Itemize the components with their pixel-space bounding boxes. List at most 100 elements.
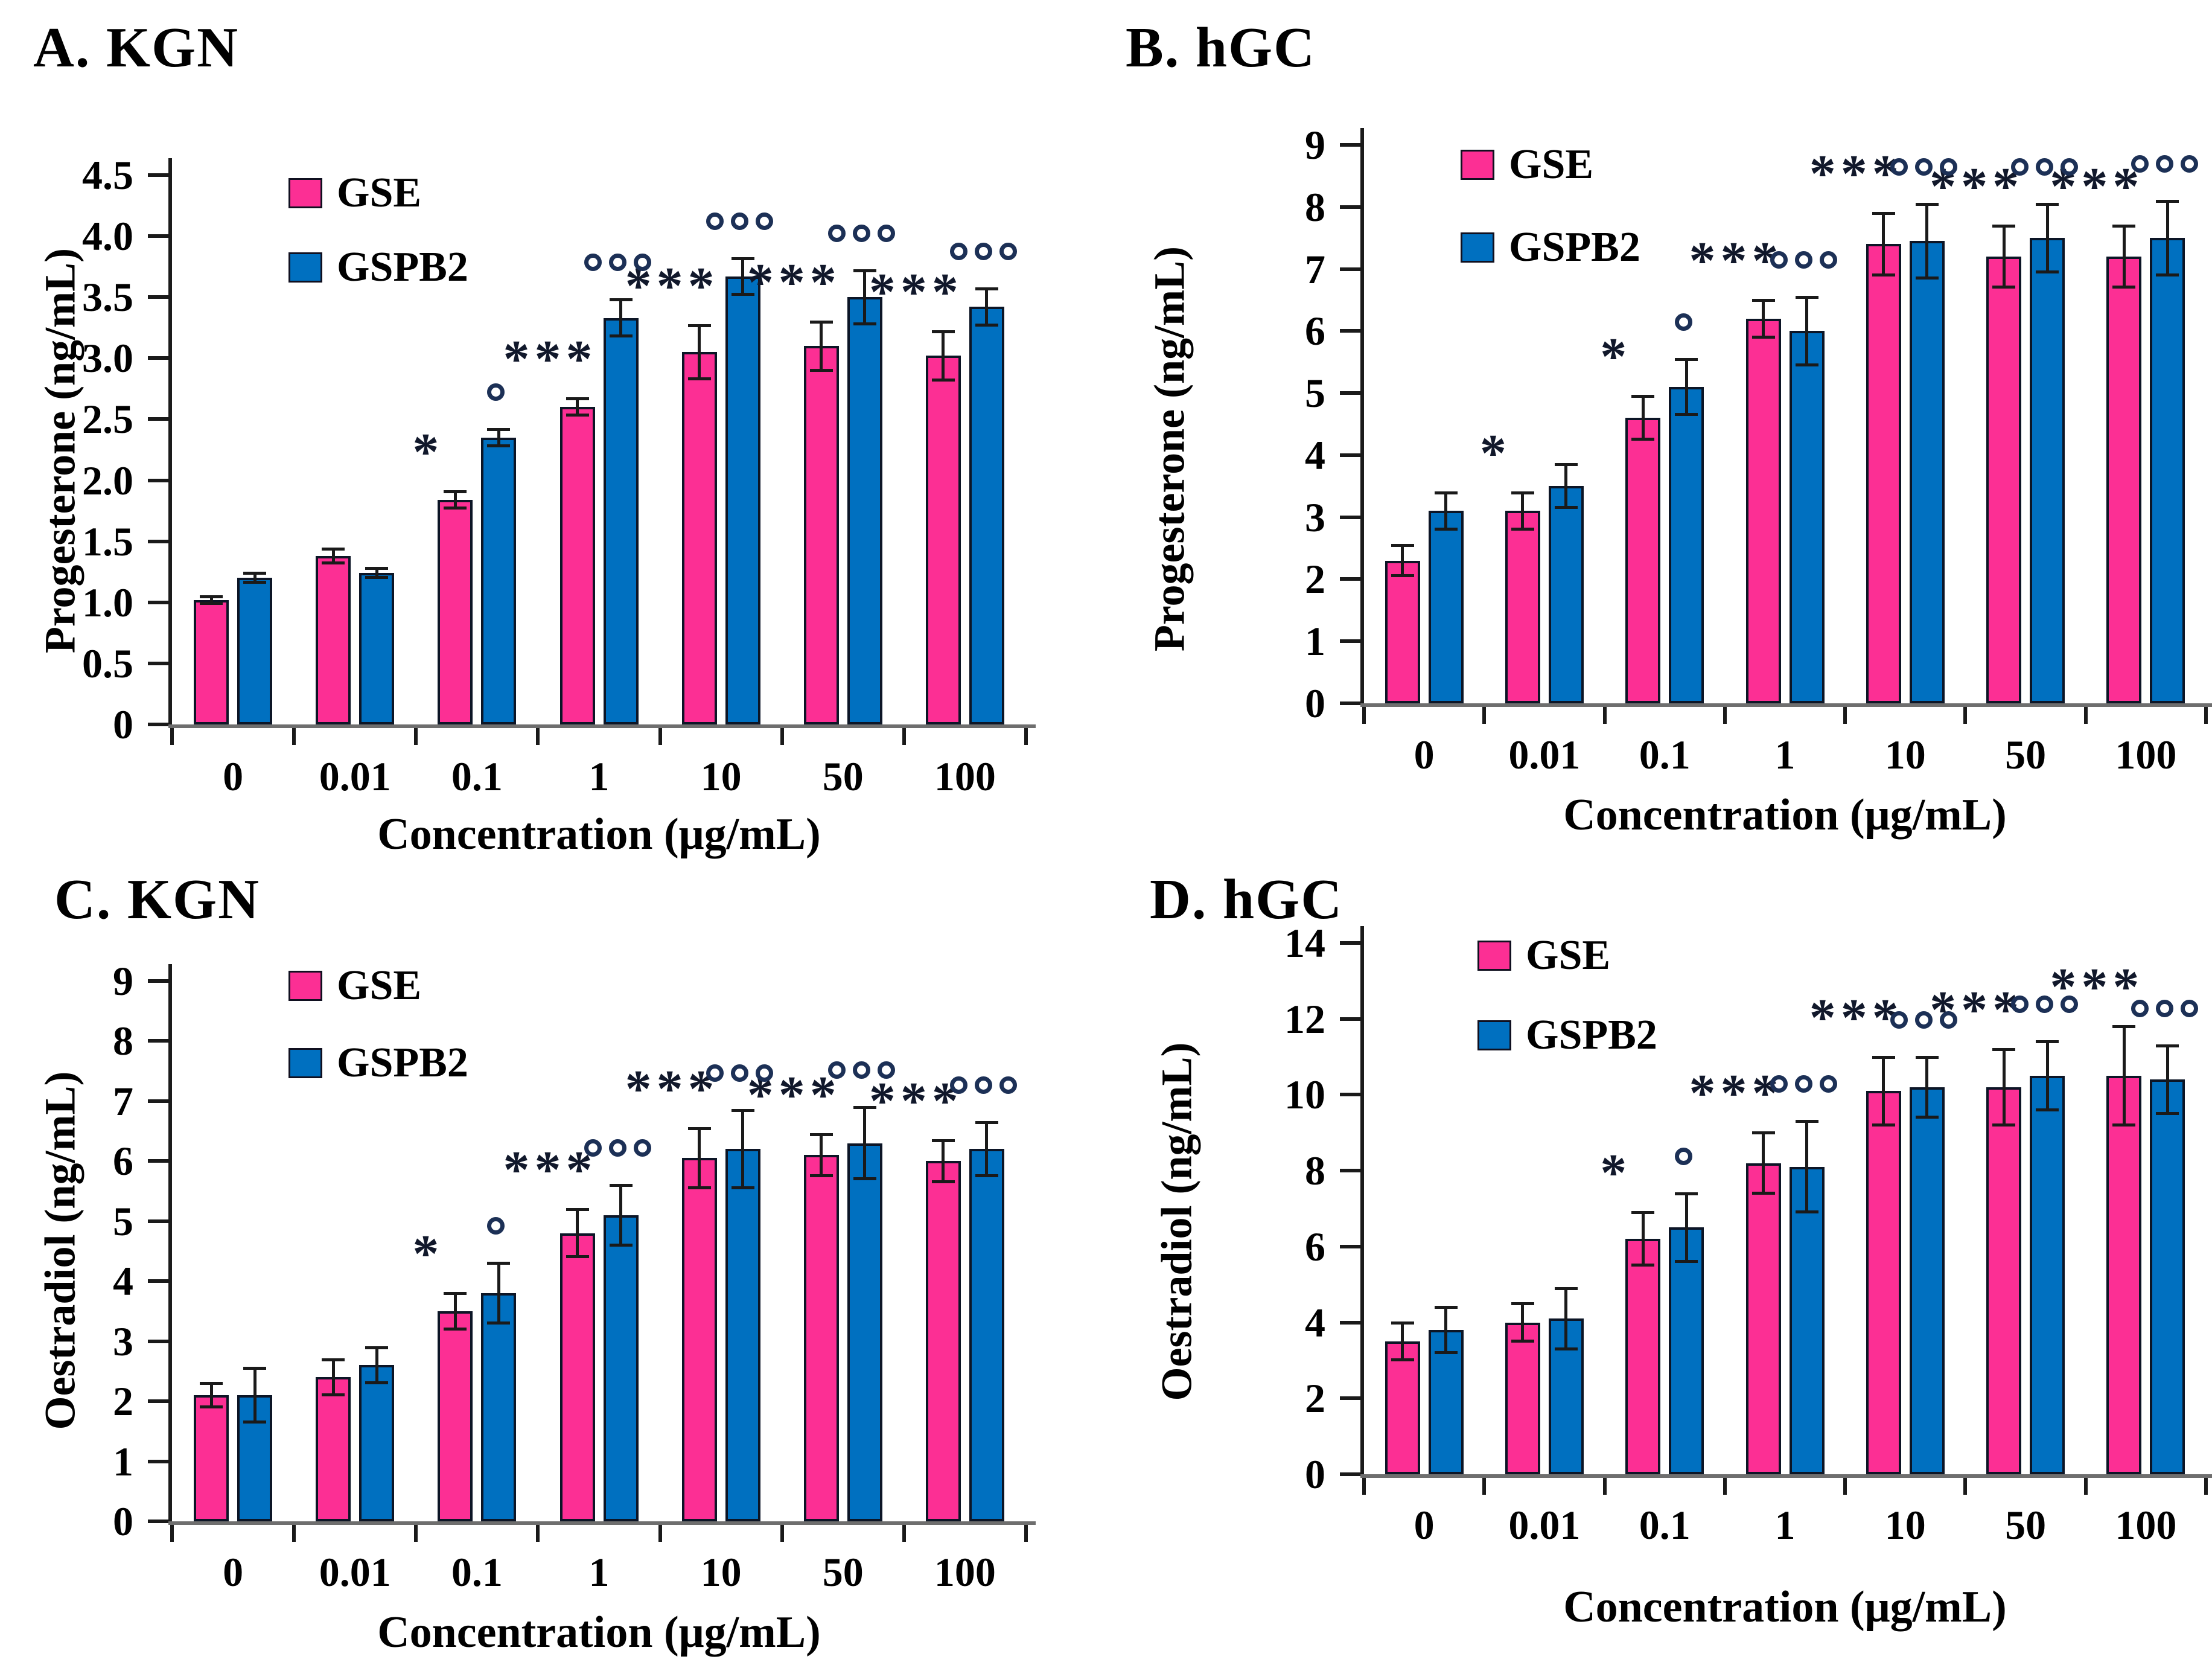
error-cap-bottom <box>566 414 589 417</box>
y-tick-label: 1.0 <box>82 579 133 625</box>
degree-circle-icon <box>1915 158 1933 176</box>
sig-circles <box>935 243 1032 263</box>
error-cap-bottom <box>731 1186 754 1190</box>
y-tick-label: 6 <box>1305 308 1325 354</box>
y-tick <box>148 1339 168 1343</box>
error-cap-top <box>1434 491 1458 494</box>
y-tick-label: 2 <box>1305 1375 1325 1422</box>
x-tick <box>2083 707 2088 724</box>
degree-circle-icon <box>731 1064 749 1082</box>
y-tick-label: 6 <box>113 1138 133 1184</box>
error-bar <box>619 299 622 336</box>
degree-circle-icon <box>2010 995 2029 1014</box>
y-tick <box>1340 701 1360 705</box>
y-tick <box>148 600 168 604</box>
bar-gse-A-0 <box>194 599 229 724</box>
bar-gspb2-D-0.01 <box>1548 1318 1584 1474</box>
error-cap-top <box>2156 199 2179 203</box>
y-tick-label: 2 <box>113 1378 133 1425</box>
error-cap-top <box>200 1382 223 1385</box>
sig-circles <box>1756 1075 1852 1096</box>
error-cap-top <box>1751 298 1775 302</box>
error-cap-top <box>1554 1287 1578 1290</box>
error-bar <box>1641 396 1645 440</box>
y-tick-label: 8 <box>113 1018 133 1064</box>
error-cap-bottom <box>1915 276 1939 280</box>
bar-gse-A-100 <box>925 356 961 724</box>
bar-gspb2-A-1 <box>603 318 639 724</box>
degree-circle-icon <box>584 254 602 272</box>
bar-gspb2-D-1 <box>1789 1166 1825 1474</box>
sig-asterisks: *** <box>747 253 841 312</box>
error-cap-top <box>487 427 511 431</box>
error-bar <box>985 289 989 325</box>
x-tick-label: 0 <box>223 753 244 799</box>
y-tick-label: 0 <box>1305 1451 1325 1497</box>
error-cap-bottom <box>931 1180 955 1184</box>
error-bar <box>1401 545 1404 577</box>
error-bar <box>698 1128 701 1189</box>
degree-circle-icon <box>1890 1011 1908 1029</box>
error-cap-top <box>1511 1302 1534 1306</box>
error-cap-top <box>853 1105 876 1109</box>
error-cap-bottom <box>853 322 876 325</box>
legend-swatch-gspb2 <box>1477 1020 1511 1050</box>
x-tick <box>1482 707 1487 724</box>
error-bar <box>331 1359 335 1396</box>
error-cap-top <box>1992 1048 2016 1051</box>
error-cap-top <box>931 330 955 333</box>
error-cap-top <box>1434 1306 1458 1309</box>
y-tick <box>148 1459 168 1463</box>
y-tick-label: 3 <box>113 1318 133 1364</box>
degree-circle-icon <box>1674 1147 1692 1165</box>
error-bar <box>985 1122 989 1177</box>
x-tick-label: 1 <box>1774 1502 1796 1548</box>
legend-label-gspb2: GSPB2 <box>1526 1012 1657 1058</box>
sig-circles <box>447 1217 544 1238</box>
x-tick-label: 0.01 <box>1508 1502 1581 1548</box>
x-tick-label: 100 <box>2115 732 2177 778</box>
x-tick <box>658 728 662 745</box>
error-cap-bottom <box>200 601 223 605</box>
y-tick <box>148 979 168 983</box>
bar-gspb2-B-0 <box>1428 511 1464 703</box>
bar-gse-A-0.1 <box>438 499 473 724</box>
legend-swatch-gse <box>1477 941 1511 971</box>
bar-gse-C-50 <box>803 1155 839 1521</box>
error-cap-top <box>1872 1055 1895 1059</box>
error-cap-top <box>1795 295 1818 299</box>
y-tick <box>1340 391 1360 395</box>
error-bar <box>1521 492 1525 530</box>
bar-gspb2-A-50 <box>847 297 882 724</box>
legend-swatch-gse <box>288 178 322 208</box>
degree-circle-icon <box>2155 155 2173 173</box>
degree-circle-icon <box>634 1139 651 1157</box>
error-bar <box>1521 1303 1525 1341</box>
x-tick-label: 0 <box>1414 732 1435 778</box>
degree-circle-icon <box>1820 1075 1837 1093</box>
y-tick <box>1340 639 1360 644</box>
degree-circle-icon <box>975 1076 993 1094</box>
y-tick <box>148 417 168 421</box>
y-tick-label: 8 <box>1305 184 1325 230</box>
error-cap-bottom <box>243 1420 267 1424</box>
error-cap-bottom <box>1391 1358 1414 1362</box>
x-tick <box>1723 1478 1727 1495</box>
error-bar <box>1641 1212 1645 1266</box>
x-tick-label: 1 <box>1774 732 1796 778</box>
error-bar <box>2122 1026 2126 1125</box>
bar-gspb2-A-0 <box>237 578 273 724</box>
error-cap-top <box>487 1262 511 1265</box>
x-tick <box>536 1525 540 1542</box>
sig-circles <box>814 1061 910 1082</box>
sig-asterisks: *** <box>1930 981 2024 1040</box>
legend-swatch-gspb2 <box>288 1048 322 1078</box>
error-cap-top <box>566 1207 589 1211</box>
error-cap-bottom <box>2112 286 2136 289</box>
error-cap-top <box>1915 202 1939 206</box>
error-cap-bottom <box>975 1174 998 1178</box>
y-tick-label: 0 <box>113 1498 133 1544</box>
error-cap-bottom <box>444 1327 467 1331</box>
error-cap-bottom <box>1992 286 2016 289</box>
bar-gse-D-0 <box>1385 1341 1420 1474</box>
